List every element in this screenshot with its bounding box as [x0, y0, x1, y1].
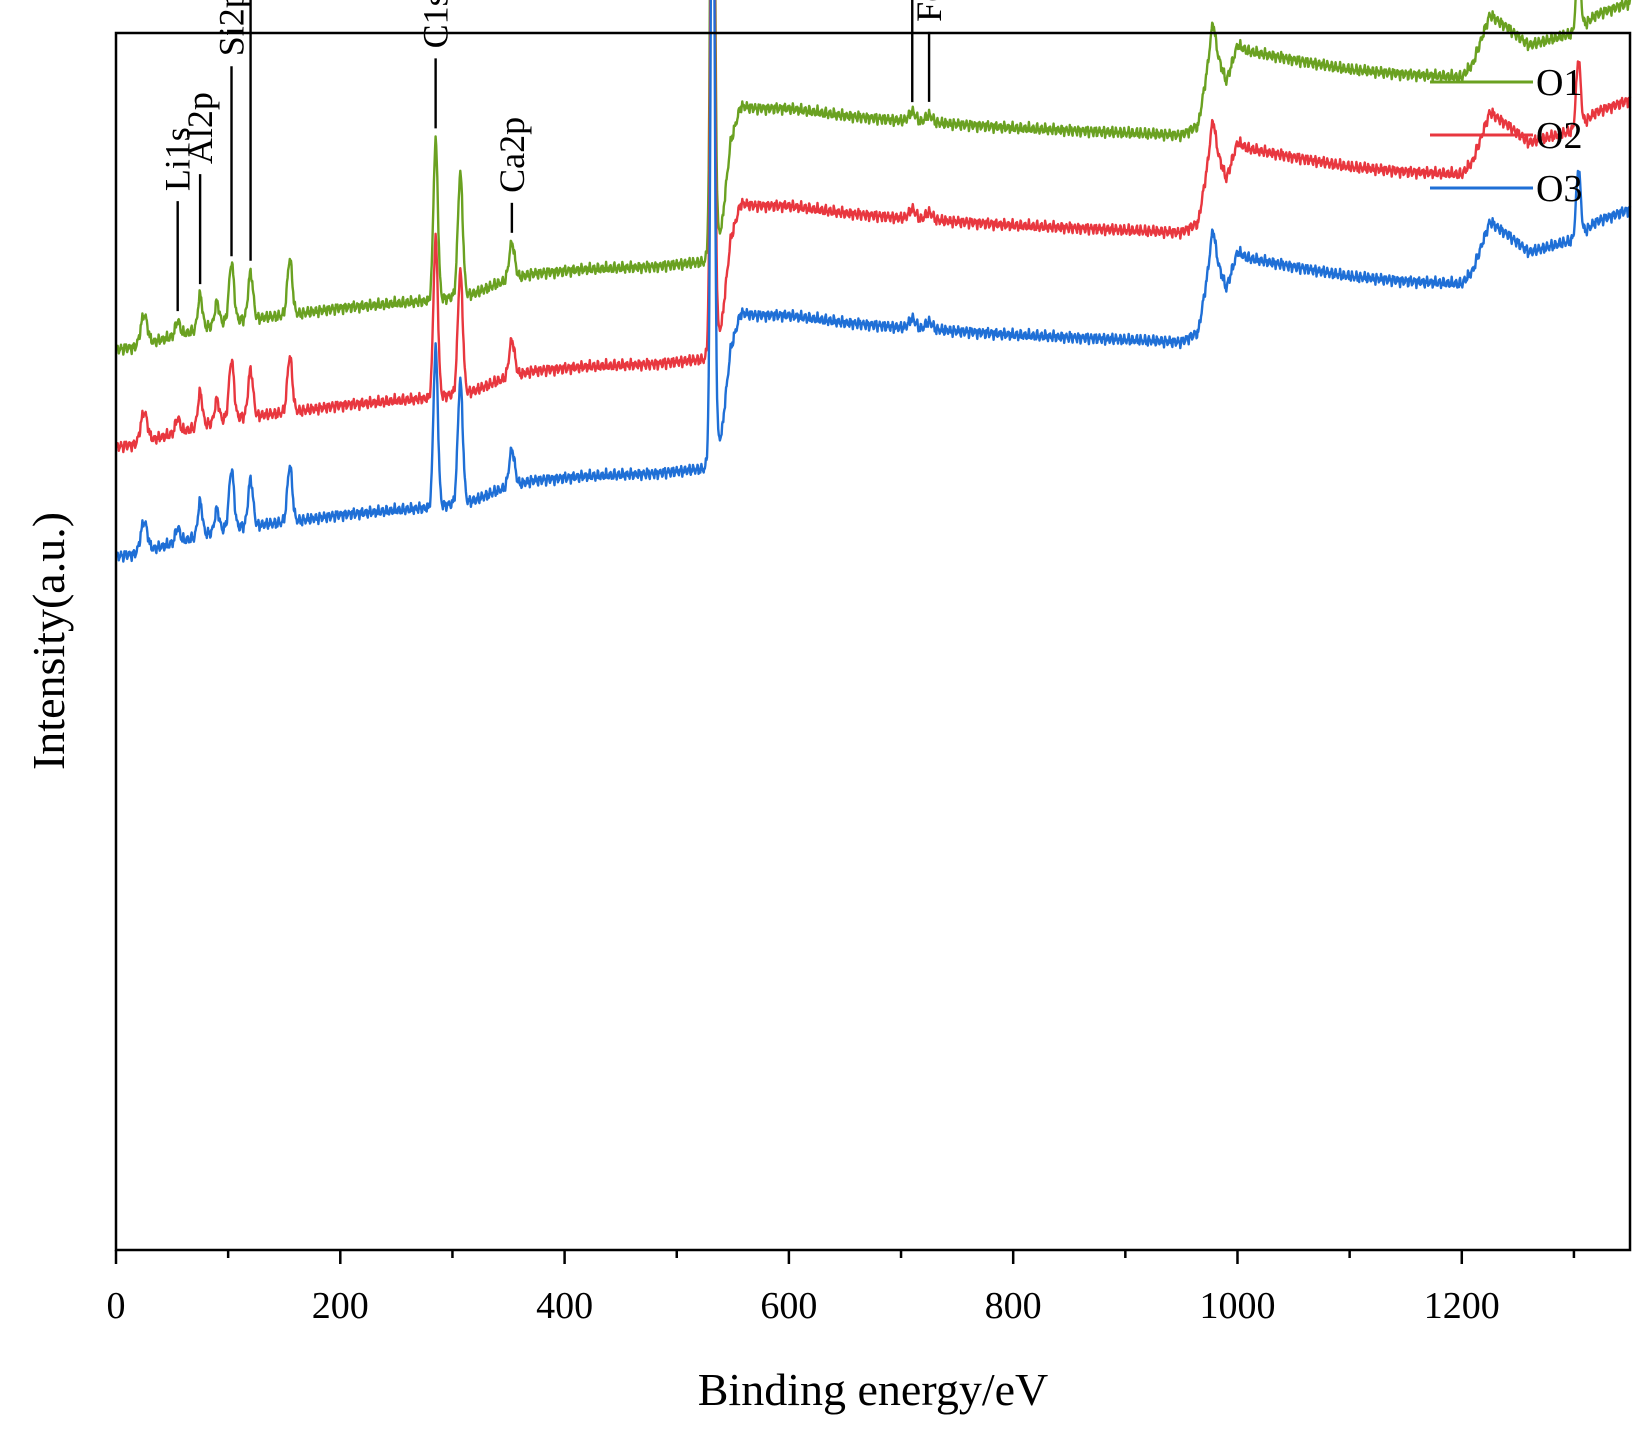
y-axis-title: Intensity(a.u.): [23, 512, 74, 770]
legend-label-o2: O2: [1536, 115, 1582, 157]
x-tick-label: 600: [760, 1285, 817, 1327]
peak-label-li1s: Li1s: [158, 127, 198, 191]
x-tick-label: 800: [985, 1285, 1042, 1327]
peak-label-al2p: Al2p: [180, 92, 220, 164]
series-line-o1: [115, 0, 1632, 356]
x-tick-label: 200: [312, 1285, 369, 1327]
peak-label-ca2p: Ca2p: [492, 117, 532, 193]
series-layer: [115, 0, 1632, 563]
plot-frame: [114, 31, 1632, 1252]
legend-label-o3: O3: [1536, 168, 1582, 210]
x-tick-label: 1200: [1424, 1285, 1500, 1327]
x-axis-ticks: 0 200 400 600 800 1000 1200: [107, 1250, 1576, 1327]
series-line-o2: [115, 0, 1632, 454]
legend: O1 O2 O3: [1430, 62, 1582, 210]
x-axis-title: Binding energy/eV: [698, 1364, 1048, 1415]
annotation-layer: Li1sAl2pSi2pBe1sC1sCa2pO1sFe2p3Fe2p1Mg1s: [158, 0, 949, 312]
series-line-o3: [115, 0, 1632, 563]
x-tick-label: 400: [536, 1285, 593, 1327]
x-tick-label: 0: [107, 1285, 126, 1327]
x-tick-label: 1000: [1199, 1285, 1275, 1327]
peak-label-si2p: Si2p: [212, 0, 252, 56]
peak-label-c1s: C1s: [416, 0, 456, 48]
peak-label-fe2p1: Fe2p1: [909, 0, 949, 22]
legend-label-o1: O1: [1536, 62, 1582, 104]
